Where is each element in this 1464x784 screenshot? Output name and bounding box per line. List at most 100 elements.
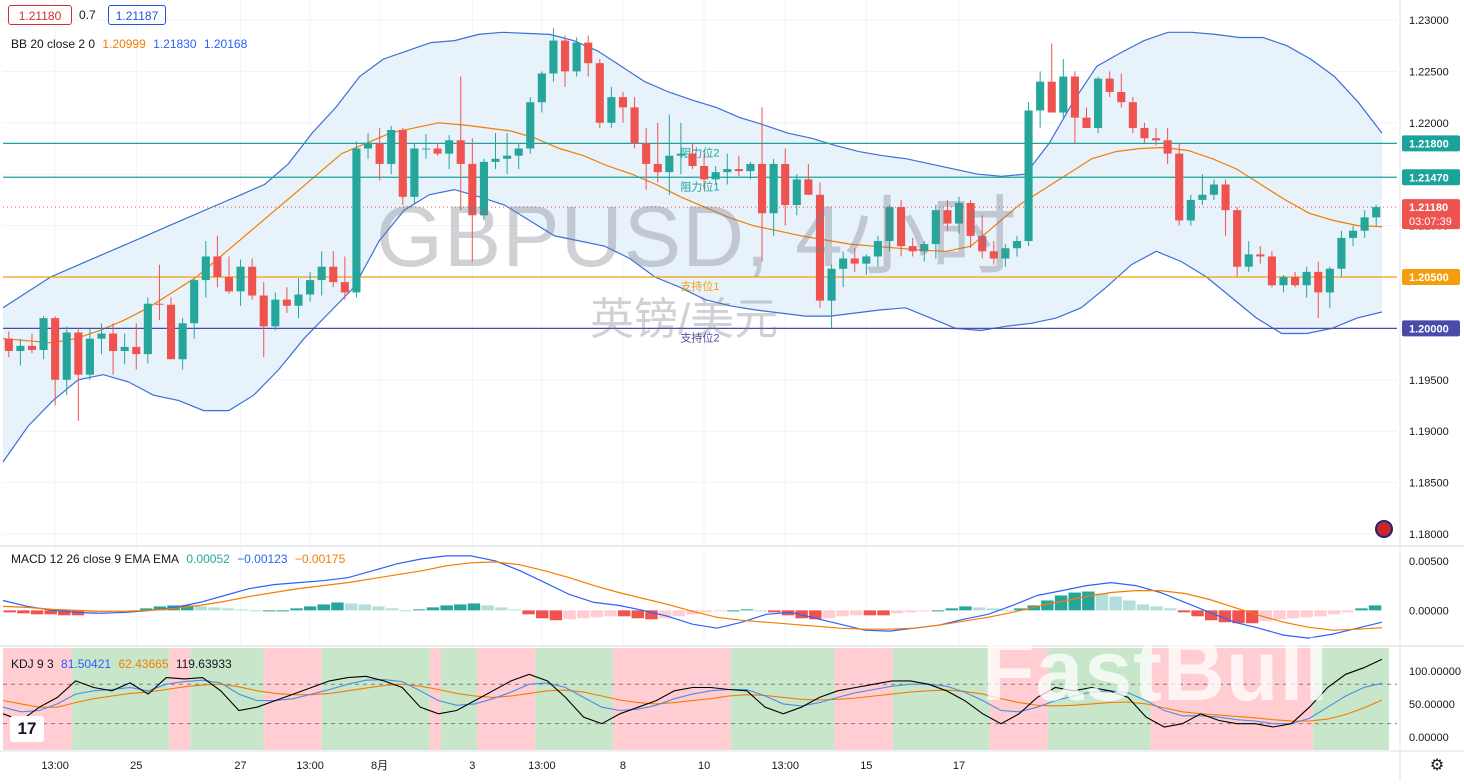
candle[interactable]: [549, 28, 558, 82]
candle[interactable]: [1267, 251, 1276, 288]
candle[interactable]: [1012, 235, 1022, 257]
candle[interactable]: [155, 264, 164, 321]
candle[interactable]: [62, 326, 71, 396]
candle[interactable]: [584, 35, 593, 77]
candle[interactable]: [954, 196, 964, 234]
candle[interactable]: [676, 122, 685, 175]
candle[interactable]: [433, 143, 442, 156]
candle[interactable]: [1360, 210, 1369, 238]
candle[interactable]: [1105, 71, 1114, 98]
candle[interactable]: [850, 248, 859, 272]
candle[interactable]: [1314, 261, 1323, 319]
candle[interactable]: [1244, 241, 1253, 272]
candle[interactable]: [839, 251, 848, 288]
level-price-tag[interactable]: 1.20500: [1402, 269, 1460, 285]
candle[interactable]: [236, 259, 245, 306]
candle[interactable]: [259, 282, 268, 358]
candle[interactable]: [526, 97, 535, 154]
candle[interactable]: [491, 133, 500, 170]
level-price-tag[interactable]: 1.21470: [1402, 169, 1460, 186]
candle[interactable]: [607, 86, 616, 128]
candle[interactable]: [1175, 143, 1184, 226]
candle[interactable]: [688, 143, 697, 170]
candle[interactable]: [1140, 122, 1149, 144]
candle[interactable]: [734, 155, 743, 177]
candle[interactable]: [271, 292, 280, 331]
candle[interactable]: [1024, 102, 1033, 247]
ask-price-button[interactable]: 1.21187: [108, 5, 166, 25]
candle[interactable]: [723, 153, 732, 185]
candle[interactable]: [1302, 266, 1311, 298]
candle[interactable]: [757, 107, 767, 262]
candle[interactable]: [329, 251, 338, 288]
candle[interactable]: [16, 338, 25, 366]
last-price-tag[interactable]: 1.21180 03:07:39: [1402, 199, 1460, 230]
candle[interactable]: [885, 205, 894, 252]
candle[interactable]: [421, 134, 431, 159]
candle[interactable]: [387, 125, 396, 175]
candles[interactable]: [4, 28, 1381, 421]
kdj-pane[interactable]: [2, 658, 1397, 728]
candle[interactable]: [1163, 127, 1172, 164]
candle[interactable]: [375, 127, 384, 181]
candle[interactable]: [503, 133, 512, 175]
candle[interactable]: [468, 138, 477, 262]
macd-legend[interactable]: MACD 12 26 close 9 EMA EMA 0.00052 −0.00…: [11, 552, 349, 566]
candle[interactable]: [1186, 194, 1195, 226]
candle[interactable]: [74, 328, 83, 421]
candle[interactable]: [201, 241, 210, 298]
candle[interactable]: [1279, 274, 1288, 293]
candle[interactable]: [166, 297, 176, 360]
bb-legend[interactable]: BB 20 close 2 0 1.20999 1.21830 1.20168: [11, 37, 251, 51]
candle[interactable]: [1337, 230, 1346, 277]
candle[interactable]: [224, 256, 234, 294]
kdj-legend[interactable]: KDJ 9 3 81.50421 62.43665 119.63933: [11, 657, 236, 671]
candle[interactable]: [1094, 76, 1103, 134]
candle[interactable]: [340, 256, 349, 300]
macd-pane[interactable]: [2, 555, 1383, 639]
candle[interactable]: [398, 127, 407, 206]
candle[interactable]: [39, 316, 48, 360]
candle[interactable]: [1082, 107, 1091, 128]
candle[interactable]: [1221, 179, 1230, 236]
candle[interactable]: [1198, 174, 1207, 206]
candle[interactable]: [306, 271, 315, 302]
candle[interactable]: [97, 323, 106, 355]
candle[interactable]: [213, 235, 222, 288]
candle[interactable]: [989, 241, 998, 265]
bid-price-button[interactable]: 1.21180: [8, 5, 72, 25]
candle[interactable]: [1059, 59, 1068, 118]
candle[interactable]: [363, 133, 373, 159]
candle[interactable]: [966, 199, 975, 249]
candle[interactable]: [1325, 266, 1334, 308]
candle[interactable]: [711, 165, 720, 185]
candle[interactable]: [1151, 127, 1161, 146]
candle[interactable]: [537, 71, 546, 113]
candle[interactable]: [630, 97, 639, 149]
candle[interactable]: [827, 264, 836, 329]
candle[interactable]: [190, 279, 199, 339]
candle[interactable]: [294, 278, 303, 319]
candle[interactable]: [282, 287, 291, 313]
candle[interactable]: [1209, 179, 1219, 200]
candle[interactable]: [792, 174, 801, 216]
candle[interactable]: [109, 323, 118, 375]
candle[interactable]: [769, 158, 778, 236]
candle[interactable]: [642, 127, 651, 190]
candle[interactable]: [1256, 246, 1265, 264]
candle[interactable]: [781, 148, 790, 226]
candle[interactable]: [1036, 71, 1045, 128]
level-price-tag[interactable]: 1.20000: [1402, 320, 1460, 337]
settings-icon[interactable]: ⚙: [1429, 757, 1445, 774]
candle[interactable]: [1233, 207, 1242, 277]
candle[interactable]: [456, 76, 465, 211]
candle[interactable]: [178, 318, 187, 370]
candle[interactable]: [873, 235, 882, 267]
candle[interactable]: [143, 297, 152, 364]
candle[interactable]: [51, 316, 60, 406]
candle[interactable]: [931, 205, 940, 259]
candle[interactable]: [908, 237, 917, 257]
candle[interactable]: [862, 254, 871, 275]
candle[interactable]: [1291, 271, 1300, 288]
